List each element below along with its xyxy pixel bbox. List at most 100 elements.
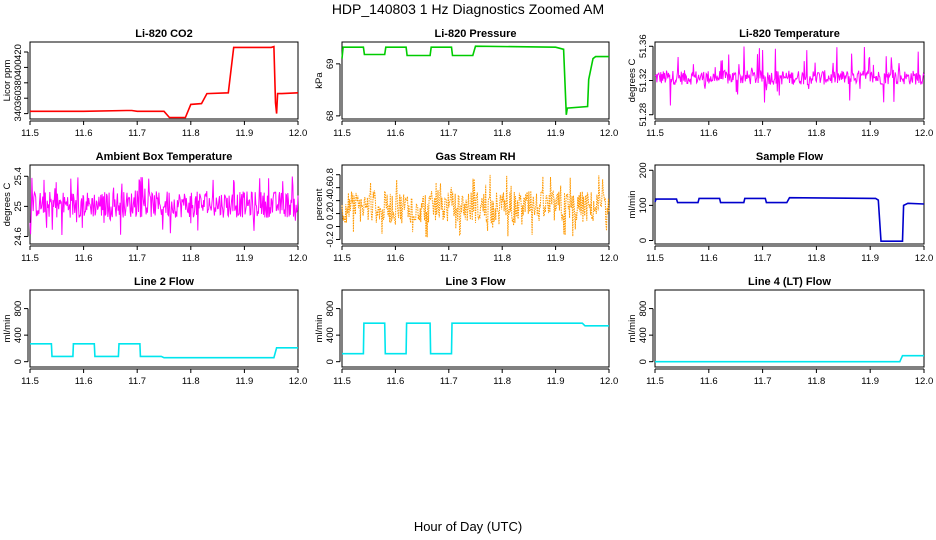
y-axis-label-li-820-temperature: degrees C [627,58,638,102]
x-tick-label-line-2-flow: 11.5 [21,376,39,387]
series-line-line-2-flow [30,342,298,359]
x-tick-label-li-820-co2: 12.0 [289,128,308,139]
series-noise-li-820-temperature [654,46,925,106]
x-tick-label-sample-flow: 11.5 [646,253,664,264]
x-tick-label-li-820-temperature: 11.7 [754,128,772,139]
x-tick-label-li-820-temperature: 12.0 [915,128,934,139]
y-tick-label-ambient-box-temperature: 25 [13,201,24,212]
x-tick-label-li-820-pressure: 11.9 [547,128,565,139]
series-line-li-820-co2 [30,45,299,119]
panel-title-sample-flow: Sample Flow [756,151,824,163]
panel-line-2-flow: Line 2 Flow ml/min 11.5 11.6 11.7 11.8 11.9 12.… [2,276,307,387]
x-tick-label-line-3-flow: 11.5 [333,376,351,387]
y-tick-label-gas-stream-rh: 0.6 [325,181,336,194]
panel-li-820-co2: Li-820 CO2 Licor ppm 11.5 11.6 11.7 11.8 11.9 1… [2,28,307,139]
y-tick-label-line-4-lt-flow: 400 [638,327,649,343]
plot-frame-sample-flow [654,164,925,245]
series-line-line-4-lt-flow [655,354,924,363]
y-tick-label-ambient-box-temperature: 25.4 [13,167,24,186]
x-tick-label-line-3-flow: 12.0 [600,376,619,387]
x-tick-label-li-820-pressure: 11.6 [387,128,405,139]
plot-frame-li-820-co2 [29,41,299,120]
x-tick-label-line-4-lt-flow: 11.8 [808,376,826,387]
plot-frame-line-3-flow [341,289,610,368]
y-tick-label-line-2-flow: 800 [13,301,24,317]
y-tick-label-li-820-co2: 360 [13,90,24,106]
x-tick-label-li-820-temperature: 11.5 [646,128,664,139]
x-tick-label-li-820-temperature: 11.9 [861,128,879,139]
panel-sample-flow: Sample Flow ml/min 11.5 11.6 11.7 11.8 11.9 12.… [627,151,933,264]
y-axis-label-line-3-flow: ml/min [314,315,325,343]
x-tick-label-line-2-flow: 11.7 [128,376,146,387]
plot-frame-li-820-temperature [654,41,925,120]
y-tick-label-sample-flow: 100 [638,197,649,213]
series-noise-ambient-box-temperature [29,176,299,236]
panel-grid: Li-820 CO2 Licor ppm 11.5 11.6 11.7 11.8 11.9 1… [2,28,933,387]
series-noise-gas-stream-rh [341,174,610,238]
y-axis-label-gas-stream-rh: percent [314,188,325,220]
x-tick-label-ambient-box-temperature: 11.5 [21,253,39,264]
figure-xlabel: Hour of Day (UTC) [414,519,522,534]
y-tick-label-sample-flow: 0 [638,238,649,243]
y-tick-label-line-2-flow: 0 [13,359,24,364]
panel-ambient-box-temperature: Ambient Box Temperature degrees C 11.5 11.6… [2,151,307,264]
x-tick-label-gas-stream-rh: 12.0 [600,253,619,264]
y-tick-label-sample-flow: 200 [638,162,649,178]
x-tick-label-ambient-box-temperature: 11.6 [75,253,93,264]
x-tick-label-line-4-lt-flow: 11.9 [861,376,879,387]
x-tick-label-sample-flow: 11.9 [861,253,879,264]
x-tick-label-line-4-lt-flow: 11.5 [646,376,664,387]
y-tick-label-gas-stream-rh: -0.2 [325,231,336,247]
x-tick-label-line-4-lt-flow: 12.0 [915,376,934,387]
x-tick-label-li-820-temperature: 11.6 [700,128,718,139]
x-tick-label-line-3-flow: 11.7 [440,376,458,387]
x-tick-label-ambient-box-temperature: 11.9 [236,253,254,264]
y-tick-label-li-820-co2: 420 [13,44,24,60]
x-tick-label-li-820-co2: 11.7 [128,128,146,139]
x-tick-label-li-820-pressure: 11.5 [333,128,351,139]
y-tick-label-li-820-pressure: 68 [325,111,336,122]
x-tick-label-li-820-co2: 11.9 [236,128,254,139]
figure-title: HDP_140803 1 Hz Diagnostics Zoomed AM [332,1,604,17]
series-line-sample-flow [654,196,925,242]
y-tick-label-li-820-co2: 380 [13,75,24,91]
panel-title-line-4-lt-flow: Line 4 (LT) Flow [748,276,831,288]
x-tick-label-sample-flow: 11.8 [808,253,826,264]
y-tick-label-line-3-flow: 800 [325,301,336,317]
x-tick-label-gas-stream-rh: 11.8 [493,253,511,264]
plot-frame-gas-stream-rh [341,164,610,245]
y-tick-label-li-820-temperature: 51.36 [638,34,649,58]
x-tick-label-line-3-flow: 11.6 [387,376,405,387]
y-tick-label-gas-stream-rh: 0.8 [325,168,336,181]
series-line-line-3-flow [342,322,609,355]
x-tick-label-li-820-co2: 11.5 [21,128,39,139]
panel-li-820-pressure: Li-820 Pressure kPa 11.5 11.6 11.7 11.8 11.9 12… [314,28,618,139]
x-tick-label-line-2-flow: 11.9 [236,376,254,387]
panel-title-li-820-co2: Li-820 CO2 [135,28,192,40]
panel-gas-stream-rh: Gas Stream RH percent 11.5 11.6 11.7 11.8 11.9… [314,151,618,264]
panel-line-3-flow: Line 3 Flow ml/min 11.5 11.6 11.7 11.8 11.9 12.… [314,276,618,387]
x-tick-label-sample-flow: 11.6 [700,253,718,264]
x-tick-label-li-820-pressure: 11.8 [493,128,511,139]
y-tick-label-ambient-box-temperature: 24.6 [13,227,24,246]
plot-frame-line-2-flow [29,289,299,368]
y-tick-label-li-820-co2: 400 [13,59,24,75]
y-tick-label-li-820-temperature: 51.32 [638,69,649,93]
plot-frame-li-820-pressure [341,41,610,120]
y-tick-label-gas-stream-rh: 0 [325,224,336,229]
x-tick-label-line-2-flow: 12.0 [289,376,308,387]
panel-li-820-temperature: Li-820 Temperature degrees C 11.5 11.6 11.7 1… [627,28,933,139]
x-tick-label-line-3-flow: 11.8 [493,376,511,387]
x-tick-label-li-820-co2: 11.8 [182,128,200,139]
x-tick-label-gas-stream-rh: 11.7 [440,253,458,264]
x-tick-label-ambient-box-temperature: 12.0 [289,253,308,264]
y-axis-label-li-820-pressure: kPa [314,72,325,89]
x-tick-label-gas-stream-rh: 11.9 [547,253,565,264]
x-tick-label-li-820-pressure: 11.7 [440,128,458,139]
y-tick-label-gas-stream-rh: 0.2 [325,207,336,220]
x-tick-label-li-820-pressure: 12.0 [600,128,619,139]
y-tick-label-li-820-co2: 340 [13,106,24,122]
panel-line-4-lt-flow: Line 4 (LT) Flow ml/min 11.5 11.6 11.7 11.8 11… [627,276,933,387]
panel-title-gas-stream-rh: Gas Stream RH [435,151,515,163]
